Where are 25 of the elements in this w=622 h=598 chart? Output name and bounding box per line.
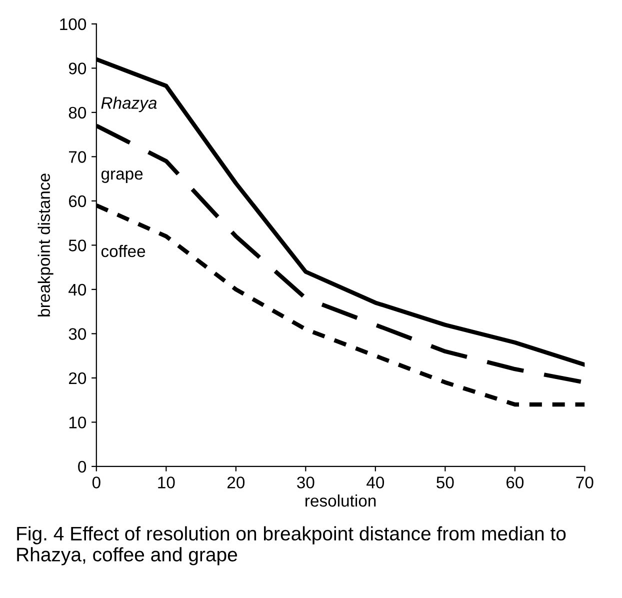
y-axis-title: breakpoint distance <box>38 174 54 316</box>
series-label: coffee <box>101 244 146 258</box>
series-label: Rhazya <box>101 96 157 112</box>
y-tick-label: 20 <box>68 372 86 384</box>
x-tick-label: 50 <box>436 476 454 488</box>
y-tick-label: 80 <box>68 106 86 119</box>
x-tick-label: 10 <box>158 476 175 488</box>
y-tick-label: 100 <box>60 18 86 30</box>
x-tick-label: 40 <box>366 476 384 488</box>
x-tick-label: 20 <box>227 476 245 488</box>
x-tick-label: 0 <box>92 476 100 488</box>
y-tick-label: 0 <box>78 460 86 473</box>
y-tick-label: 40 <box>68 284 86 296</box>
y-tick-label: 70 <box>69 151 86 163</box>
x-tick-label: 30 <box>297 476 314 488</box>
y-tick-label: 60 <box>69 195 86 208</box>
series-label: grape <box>101 170 143 183</box>
caption: Fig. 4 Effect of resolution on breakpoint distance from median to Rhazya, coffee and grape <box>17 526 566 566</box>
y-tick-label: 90 <box>68 62 86 74</box>
y-tick-label: 50 <box>68 240 86 252</box>
x-axis-title: resolution <box>306 494 376 507</box>
x-tick-label: 70 <box>576 476 594 488</box>
y-tick-label: 30 <box>68 328 86 340</box>
x-tick-label: 60 <box>506 476 524 488</box>
y-tick-label: 10 <box>69 416 86 428</box>
